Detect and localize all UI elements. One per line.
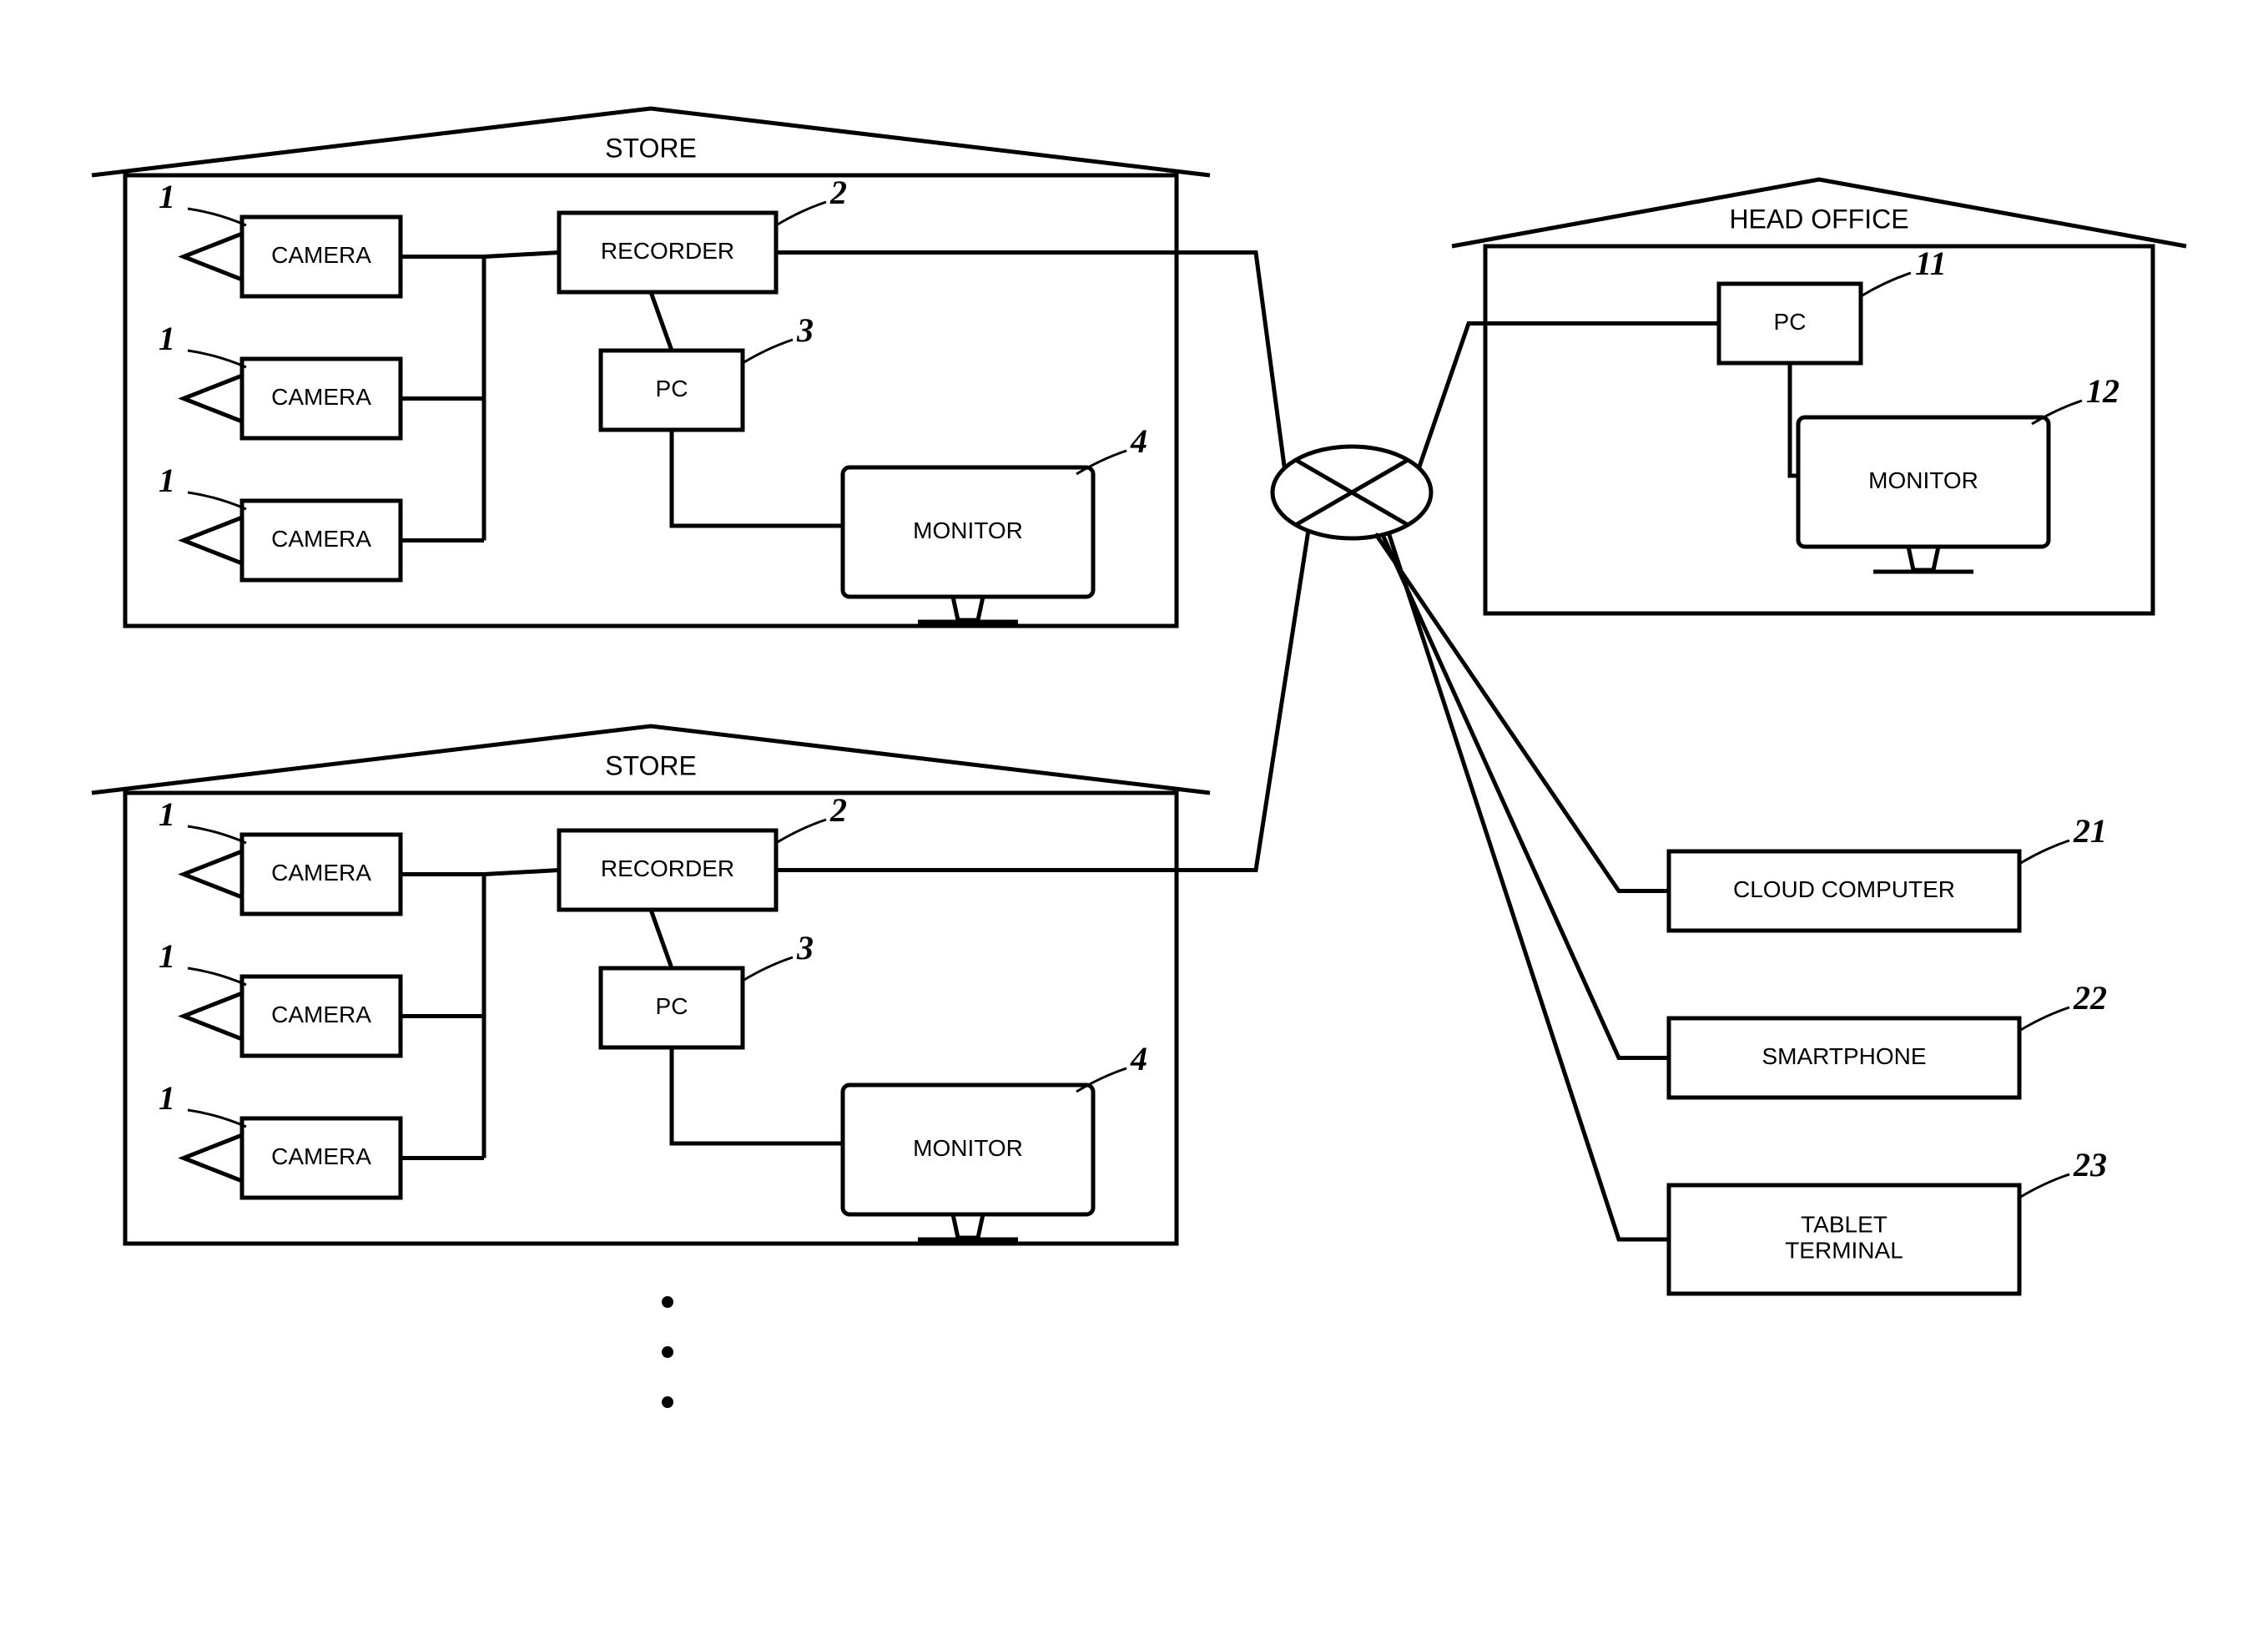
ref-4: 4 (1130, 1040, 1147, 1077)
ho-pc-label: PC (1774, 309, 1807, 335)
ref-3: 3 (796, 311, 814, 349)
camera-lens (184, 517, 242, 563)
pc-monitor (672, 430, 843, 526)
ref-22: 22 (2073, 979, 2107, 1017)
remote2-label: TABLETTERMINAL (1785, 1212, 1903, 1264)
store0-title: STORE (605, 133, 697, 163)
store1-title: STORE (605, 750, 697, 780)
ref-1: 1 (159, 1079, 175, 1117)
ref-1: 1 (159, 320, 175, 357)
ref-12: 12 (2086, 372, 2119, 410)
ref-leader (2032, 401, 2082, 424)
ref-1: 1 (159, 178, 175, 215)
camera-lens (184, 1135, 242, 1181)
camera-label: CAMERA (271, 526, 371, 552)
ref-leader (188, 1110, 246, 1127)
monitor0-stand (953, 597, 983, 620)
camera-label: CAMERA (271, 1002, 371, 1027)
camera-label: CAMERA (271, 1143, 371, 1169)
recorder0-label: RECORDER (601, 238, 734, 264)
ref-leader (776, 820, 826, 843)
s0-router (1177, 253, 1284, 467)
s1-router (1177, 532, 1308, 871)
ho-monitor-stand (1908, 547, 1938, 570)
ref-leader (188, 351, 246, 367)
ref-2: 2 (829, 174, 847, 211)
ellipsis-dot (662, 1396, 673, 1408)
ref-leader (1076, 1068, 1126, 1092)
monitor1-label: MONITOR (913, 1135, 1023, 1161)
ellipsis-dot (662, 1346, 673, 1358)
ref-leader (776, 202, 826, 225)
recorder1-label: RECORDER (601, 855, 734, 881)
bus-recorder (484, 871, 559, 875)
ref-leader (1076, 451, 1126, 474)
camera-label: CAMERA (271, 384, 371, 410)
ref-2: 2 (829, 791, 847, 829)
network-diagram: STORE CAMERA 1 CAMERA 1 CAMERA 1 RECORDER 2 PC 3 MO… (0, 0, 2268, 1625)
ref-23: 23 (2073, 1146, 2107, 1183)
rec-pc (651, 292, 672, 351)
ref-leader (1861, 273, 1911, 296)
pc0-label: PC (656, 376, 688, 401)
pc1-label: PC (656, 993, 688, 1019)
camera-lens (184, 376, 242, 421)
ref-leader (2019, 1174, 2069, 1198)
ref-leader (188, 209, 246, 225)
router-ho (1419, 324, 1485, 467)
camera-lens (184, 851, 242, 897)
remote1-label: SMARTPHONE (1761, 1043, 1926, 1069)
pc-monitor (672, 1047, 843, 1143)
ref-4: 4 (1130, 422, 1147, 460)
monitor1-stand (953, 1214, 983, 1238)
camera-lens (184, 234, 242, 280)
ref-leader (743, 340, 793, 363)
ref-1: 1 (159, 462, 175, 499)
ref-leader (188, 492, 246, 509)
ref-1: 1 (159, 795, 175, 833)
router-remote0 (1376, 534, 1670, 891)
camera-label: CAMERA (271, 242, 371, 268)
ho-monitor-label: MONITOR (1868, 467, 1978, 493)
bus-recorder (484, 253, 559, 257)
remote0-label: CLOUD COMPUTER (1733, 876, 1955, 902)
ref-leader (188, 826, 246, 843)
ref-21: 21 (2073, 812, 2107, 850)
ref-1: 1 (159, 937, 175, 975)
camera-lens (184, 993, 242, 1039)
camera-label: CAMERA (271, 860, 371, 886)
monitor0-label: MONITOR (913, 517, 1023, 543)
ref-11: 11 (1915, 245, 1947, 282)
ref-leader (2019, 1007, 2069, 1031)
ref-leader (743, 957, 793, 981)
ref-3: 3 (796, 929, 814, 966)
ellipsis-dot (662, 1296, 673, 1308)
ref-leader (2019, 840, 2069, 864)
head-office-title: HEAD OFFICE (1729, 204, 1908, 234)
ref-leader (188, 968, 246, 985)
rec-pc (651, 910, 672, 968)
